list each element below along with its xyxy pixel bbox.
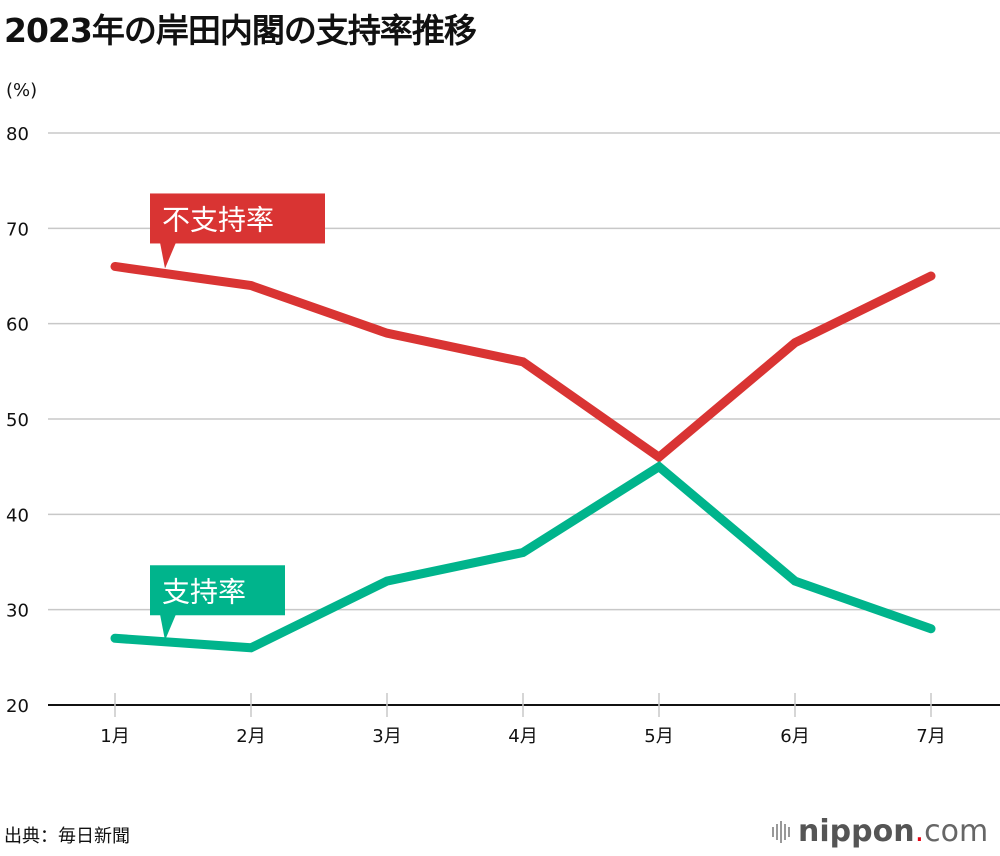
y-tick-label: 70 bbox=[6, 219, 29, 240]
data-point bbox=[522, 360, 524, 363]
series-label-box bbox=[150, 565, 285, 616]
data-point bbox=[794, 341, 796, 344]
logo-tld: com bbox=[924, 814, 989, 849]
y-tick-label: 30 bbox=[6, 601, 29, 622]
series-label-box bbox=[150, 193, 325, 244]
data-point bbox=[658, 465, 660, 468]
data-point bbox=[386, 332, 388, 335]
x-tick-label: 7月 bbox=[916, 726, 945, 747]
logo-text: nippon bbox=[798, 814, 915, 849]
y-tick-label: 60 bbox=[6, 315, 29, 336]
data-point bbox=[794, 580, 796, 583]
data-point bbox=[114, 265, 116, 268]
x-tick-label: 4月 bbox=[508, 726, 537, 747]
x-tick-label: 1月 bbox=[100, 726, 129, 747]
chart-title: 2023年の岸田内閣の支持率推移 bbox=[4, 11, 477, 50]
series-line-approval bbox=[110, 461, 936, 653]
data-point bbox=[658, 456, 660, 459]
logo-mark-icon bbox=[772, 820, 790, 843]
data-point bbox=[386, 580, 388, 583]
data-point bbox=[522, 551, 524, 554]
x-tick-label: 6月 bbox=[780, 726, 809, 747]
data-point bbox=[250, 284, 252, 287]
data-point bbox=[114, 637, 116, 640]
series-label-pointer bbox=[160, 614, 176, 641]
y-tick-label: 80 bbox=[6, 124, 29, 145]
y-tick-label: 40 bbox=[6, 505, 29, 526]
y-tick-label: 20 bbox=[6, 696, 29, 717]
x-tick-label: 5月 bbox=[644, 726, 673, 747]
series-label: 支持率 bbox=[162, 575, 246, 608]
y-axis-unit: (%) bbox=[6, 80, 38, 101]
y-tick-label: 50 bbox=[6, 410, 29, 431]
data-point bbox=[930, 627, 932, 630]
x-tick-label: 2月 bbox=[236, 726, 265, 747]
data-point bbox=[250, 646, 252, 649]
nippon-logo: nippon. com bbox=[772, 814, 988, 849]
data-point bbox=[930, 275, 932, 277]
series-label-pointer bbox=[160, 242, 176, 269]
series-label: 不支持率 bbox=[162, 203, 274, 236]
x-tick-label: 3月 bbox=[372, 726, 401, 747]
source-note: 出典：毎日新聞 bbox=[4, 826, 130, 847]
logo-dot: . bbox=[914, 814, 925, 849]
